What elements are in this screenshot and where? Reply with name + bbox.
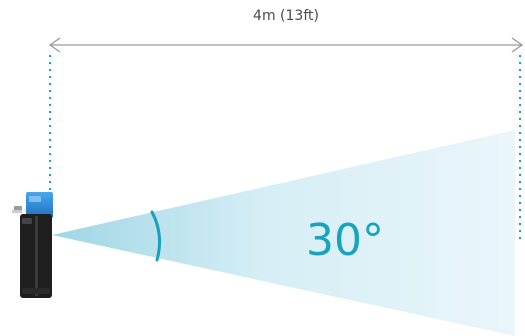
distance-dimension: 4m (13ft) xyxy=(48,8,524,53)
fov-cone xyxy=(52,130,515,336)
sensor-device-icon xyxy=(12,192,53,298)
arrow-right-icon xyxy=(511,37,524,53)
distance-label: 4m (13ft) xyxy=(253,8,319,24)
angle-arc xyxy=(150,210,162,262)
angle-label: 30° xyxy=(306,215,384,266)
arrow-left-icon xyxy=(48,37,61,53)
